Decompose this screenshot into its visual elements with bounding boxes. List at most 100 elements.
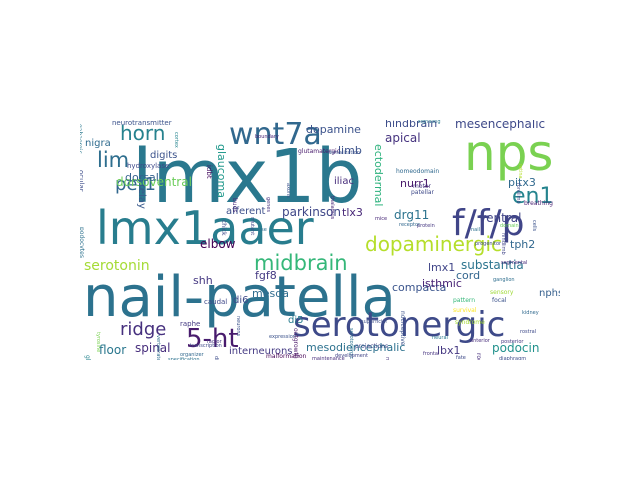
word: dorsalization [328,150,361,156]
word: diaphragm [499,356,527,361]
word: f/f/p [452,203,525,244]
word: specification [168,357,200,361]
word: lmx1aaer [96,201,314,255]
word: chick [220,220,227,236]
word: forelimb [515,183,521,204]
word: signaling [418,120,441,125]
word: isthmic [422,277,462,290]
word: nurr1 [400,177,430,190]
word: tyrosine [95,332,101,353]
word: cells [531,220,537,232]
word: organizer [180,352,204,358]
word: factor [207,339,222,345]
word: maintenance [312,356,345,361]
word: fgf8 [255,269,277,282]
word: posterior [501,339,524,345]
word: dorsoventral [116,175,192,189]
word: caudal [204,298,228,306]
word: nail-patella [83,265,396,330]
word: genes [265,197,271,213]
word: focal [492,297,507,304]
word: spinal [135,341,171,355]
word: parkinson [282,205,341,219]
word: frontal [423,351,440,357]
word: glomerular [84,355,91,360]
word: drg11 [394,208,430,222]
word: malformation [266,353,307,360]
word: iliac [334,176,354,187]
word: mice [375,216,388,222]
word: relay [136,184,147,209]
word: hydroxylase [127,162,170,170]
word: dopamine [306,123,361,136]
word: tlx3 [342,206,363,219]
word: neurotransmitter [112,120,172,127]
word: mesda [252,287,289,300]
word: tph2 [510,238,536,251]
word: pet1 [115,174,157,195]
word: transcription [190,343,222,349]
word: ventral [479,211,522,225]
word: boundary [255,134,279,140]
word: homeodomain [396,168,440,175]
word: wnt7a [229,120,322,152]
word: raphe [180,320,201,328]
word: fate [456,355,466,361]
word: idbt [205,165,213,179]
word: hindbrain [385,120,438,130]
word: receptor [399,222,421,228]
word: podocytes [80,227,85,258]
word: expression [269,334,296,340]
word: segmental [501,260,528,266]
word-cloud: lmx1b nail-patella lmx1aaer nps serotone… [80,120,560,360]
word: cord [456,269,481,282]
word: serotonin [84,258,150,274]
word: glaucoma [215,144,228,198]
word: ridge [120,319,167,340]
word: projections [355,343,389,350]
word: neural [432,335,448,341]
word: rostral [520,329,537,335]
word: mesodiencephalic [306,341,406,354]
word: vertebrate [155,335,161,360]
word: di6 [233,295,249,306]
word: nail [471,227,481,233]
word: mesencephalic [455,120,546,131]
word: lmx1b [132,134,363,220]
word: glutamatergic [298,148,341,155]
word: lmx1 [428,261,456,274]
word: lim [97,148,130,172]
word: shh [193,274,213,287]
word: pattern [453,297,476,304]
word: horn [120,121,166,145]
word: digits [150,150,178,161]
word: dorsal [125,171,159,184]
word: sensory [490,289,514,296]
word: floor [99,343,127,357]
word: podocin [492,341,540,355]
word: breathing [524,200,553,207]
word: motor [413,183,432,190]
word: thalamus [329,196,335,220]
word: mouse [250,227,267,233]
word: dopaminergic [365,232,503,256]
word: substantia [461,258,524,272]
word: patellar [411,189,435,196]
word: neurons [235,316,241,337]
word: morphogenesis [384,357,390,360]
word: differentiation [213,356,219,360]
word: midbrain [254,251,348,275]
word: superficial [361,319,387,325]
word: en1 [512,184,554,209]
word: pitx3 [508,176,536,189]
word: nociceptive [399,311,406,346]
word: kidney [522,310,539,316]
word: ectodermal [372,144,385,207]
word: nigra [85,138,111,149]
word: interneurons [229,346,293,357]
word: ganglion [493,277,515,283]
word: serotonergic [293,305,506,345]
word: nphs2 [539,288,560,299]
word: protein [417,223,435,229]
word: lbx1 [437,344,461,357]
